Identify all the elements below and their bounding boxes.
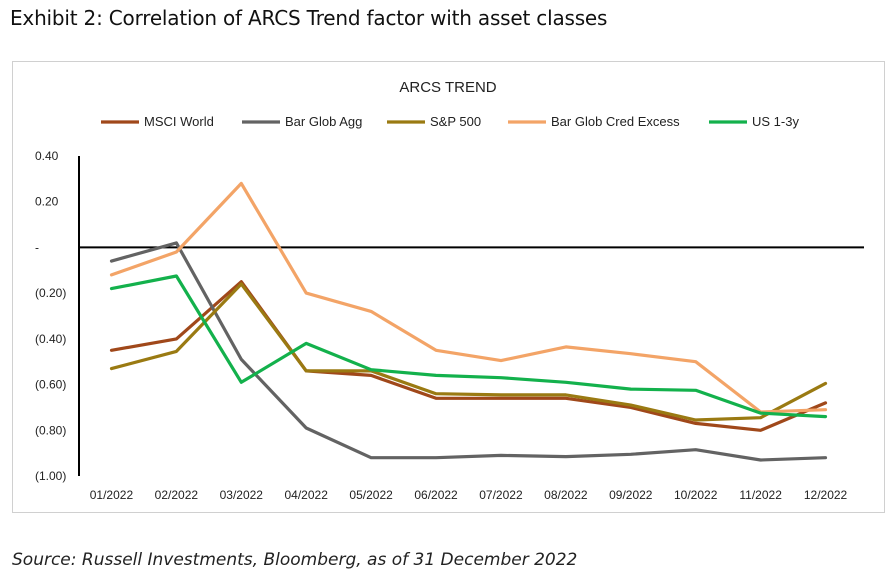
exhibit-title: Exhibit 2: Correlation of ARCS Trend fac… <box>10 6 608 30</box>
legend: MSCI World Bar Glob Agg S&P 500 Bar Glob Cr… <box>101 114 799 129</box>
y-tick-label: (0.40) <box>35 332 66 346</box>
x-tick-label: 12/2022 <box>804 488 848 502</box>
y-tick-label: (0.20) <box>35 286 66 300</box>
x-tick-label: 06/2022 <box>414 488 458 502</box>
y-tick-label: 0.40 <box>35 149 59 163</box>
y-axis: 0.40 0.20 - (0.20) (0.40) (0.60) (0.80) (1.00) <box>35 149 80 483</box>
x-tick-label: 03/2022 <box>220 488 264 502</box>
x-tick-label: 07/2022 <box>479 488 523 502</box>
legend-label: US 1-3y <box>752 114 799 129</box>
chart-frame: ARCS TREND MSCI World Bar Glob Agg S&P 500… <box>12 61 885 513</box>
x-tick-label: 01/2022 <box>90 488 134 502</box>
y-tick-label: - <box>35 240 39 254</box>
series-layer <box>109 181 828 462</box>
line-chart: ARCS TREND MSCI World Bar Glob Agg S&P 500… <box>35 79 864 502</box>
legend-label: S&P 500 <box>430 114 481 129</box>
y-tick-label: (0.60) <box>35 378 66 392</box>
x-tick-label: 05/2022 <box>349 488 393 502</box>
series-line-4 <box>109 181 828 414</box>
chart-title: ARCS TREND <box>399 79 496 96</box>
x-tick-label: 11/2022 <box>739 488 782 502</box>
legend-label: MSCI World <box>144 114 214 129</box>
series-line-2 <box>109 241 828 462</box>
y-tick-label: 0.20 <box>35 195 59 209</box>
legend-label: Bar Glob Agg <box>285 114 362 129</box>
series-line-5 <box>109 274 828 419</box>
x-tick-label: 09/2022 <box>609 488 653 502</box>
x-tick-label: 02/2022 <box>155 488 199 502</box>
x-tick-label: 10/2022 <box>674 488 718 502</box>
y-tick-label: (0.80) <box>35 423 66 437</box>
y-tick-label: (1.00) <box>35 469 66 483</box>
source-note: Source: Russell Investments, Bloomberg, … <box>12 550 578 570</box>
series-line-3 <box>109 282 828 422</box>
x-tick-label: 08/2022 <box>544 488 588 502</box>
legend-label: Bar Glob Cred Excess <box>551 114 680 129</box>
x-tick-label: 04/2022 <box>285 488 329 502</box>
series-line-1 <box>109 280 828 432</box>
x-axis: 01/2022 02/2022 03/2022 04/2022 05/2022 06/20… <box>79 246 864 502</box>
